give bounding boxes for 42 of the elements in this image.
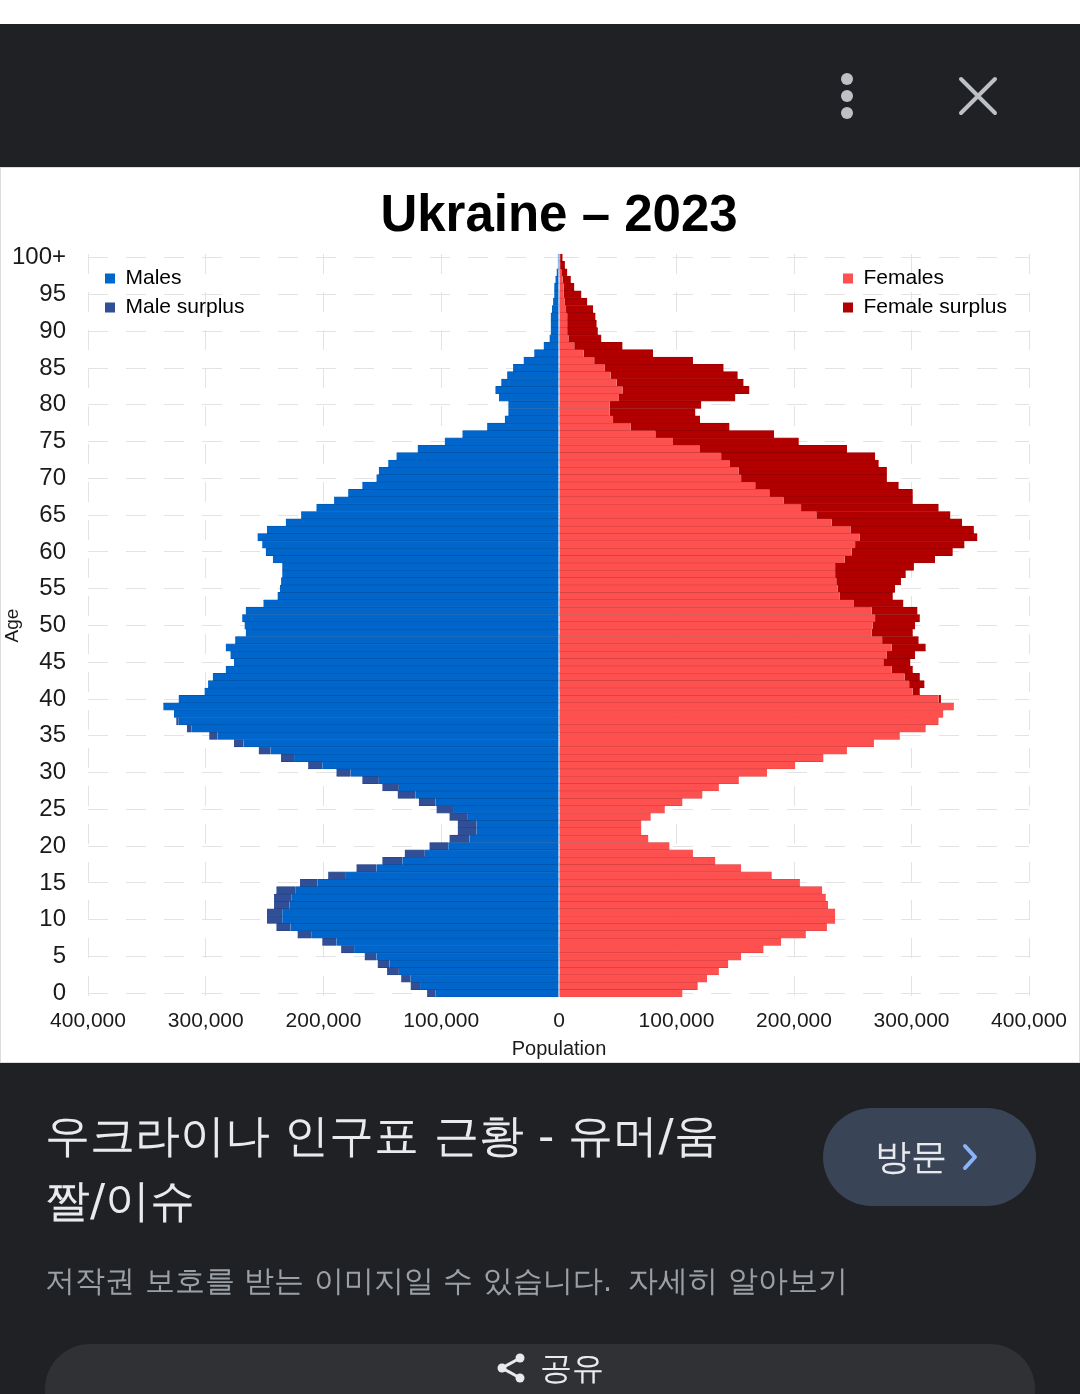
- y-tick-label: 10: [39, 904, 66, 932]
- text: 저작권 보호를 받는 이미지일 수 있습니다.: [45, 1263, 613, 1298]
- x-axis-title: Population: [510, 1036, 608, 1060]
- y-tick-label: 60: [39, 536, 66, 564]
- x-tick-label: 300,000: [167, 1008, 244, 1032]
- x-tick-label: 100,000: [403, 1008, 480, 1032]
- y-tick-label: 95: [39, 279, 66, 307]
- y-axis-title: Age: [0, 608, 22, 643]
- y-tick-label: 30: [39, 757, 66, 785]
- x-tick-label: 400,000: [991, 1008, 1068, 1032]
- y-tick-label: 100+: [11, 242, 66, 270]
- y-tick-label: 20: [39, 830, 66, 858]
- y-tick-label: 5: [52, 941, 66, 969]
- y-tick-label: 35: [39, 720, 66, 748]
- legend-label: Females: [863, 265, 945, 289]
- legend-label: Males: [125, 265, 182, 289]
- x-tick-label: 0: [553, 1008, 565, 1032]
- y-tick-label: 70: [39, 463, 66, 490]
- y-tick-label: 80: [39, 389, 66, 417]
- y-tick-label: 85: [39, 352, 66, 380]
- text: 자세히 알아보기: [628, 1263, 848, 1298]
- x-tick-label: 200,000: [756, 1008, 832, 1032]
- y-tick-label: 50: [39, 610, 66, 638]
- legend-label: Female surplus: [863, 294, 1008, 318]
- y-tick-label: 75: [39, 426, 66, 454]
- y-tick-label: 15: [39, 867, 66, 895]
- x-tick-label: 400,000: [50, 1008, 126, 1032]
- y-tick-label: 90: [39, 315, 66, 343]
- x-tick-label: 300,000: [873, 1008, 950, 1032]
- y-tick-label: 65: [39, 499, 66, 527]
- text: 공유: [540, 1348, 604, 1389]
- legend-label: Male surplus: [125, 294, 245, 318]
- y-tick-label: 0: [52, 977, 66, 1005]
- text: 방문: [875, 1135, 947, 1179]
- y-tick-label: 45: [39, 646, 66, 674]
- y-tick-label: 55: [39, 573, 66, 601]
- y-tick-label: 25: [39, 794, 66, 822]
- x-tick-label: 100,000: [638, 1008, 715, 1032]
- x-tick-label: 200,000: [285, 1008, 362, 1032]
- chart-title: Ukraine – 2023: [379, 184, 739, 244]
- y-tick-label: 40: [39, 683, 66, 711]
- text: 우크라이나 인구표 근황 - 유머/움짤/이슈: [45, 1108, 720, 1229]
